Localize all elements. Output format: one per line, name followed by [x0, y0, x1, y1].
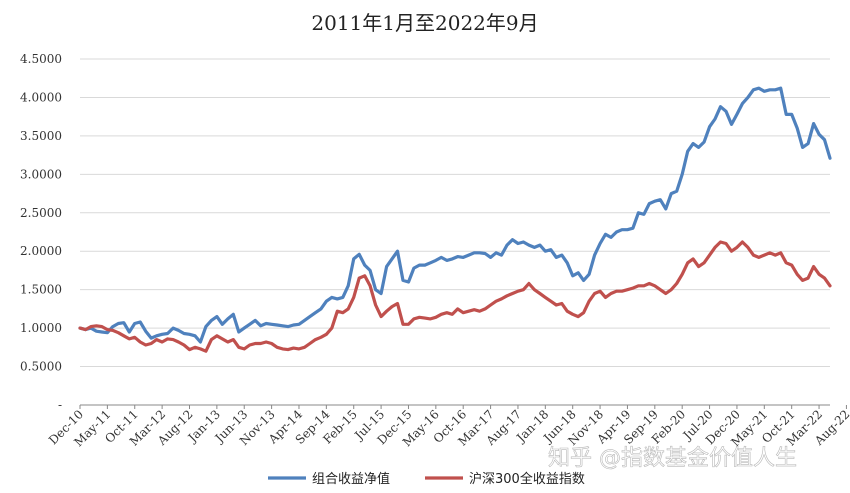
legend-label: 沪深300全收益指数 — [469, 471, 585, 487]
y-tick-label: 4.0000 — [20, 90, 62, 104]
y-tick-label: - — [58, 398, 62, 412]
gridlines — [80, 58, 830, 368]
x-axis: Dec-10May-11Oct-11Mar-12Aug-12Jan-13Jun-… — [46, 404, 850, 449]
y-axis: - 0.5000 1.0000 1.5000 2.0000 2.5000 3.0000 3.5… — [20, 52, 62, 412]
y-tick-label: 4.5000 — [20, 52, 62, 66]
series-portfolio-line — [78, 86, 832, 344]
y-tick-label: 3.5000 — [20, 129, 62, 143]
y-tick-label: 2.5000 — [20, 206, 62, 220]
legend-item: 组合收益净值 — [268, 471, 390, 487]
legend-item: 沪深300全收益指数 — [425, 471, 585, 487]
legend: 组合收益净值 沪深300全收益指数 — [268, 471, 585, 487]
y-tick-label: 0.5000 — [20, 360, 62, 374]
y-tick-label: 3.0000 — [20, 167, 62, 181]
y-tick-label: 1.0000 — [20, 321, 62, 335]
series-csi300-line — [78, 240, 832, 353]
y-tick-label: 2.0000 — [20, 244, 62, 258]
legend-label: 组合收益净值 — [312, 471, 390, 487]
series-lines — [78, 86, 832, 353]
chart-title: 2011年1月至2022年9月 — [311, 11, 538, 35]
watermark: 知乎 @指数基金价值人生 — [548, 446, 797, 471]
y-tick-label: 1.5000 — [20, 283, 62, 297]
